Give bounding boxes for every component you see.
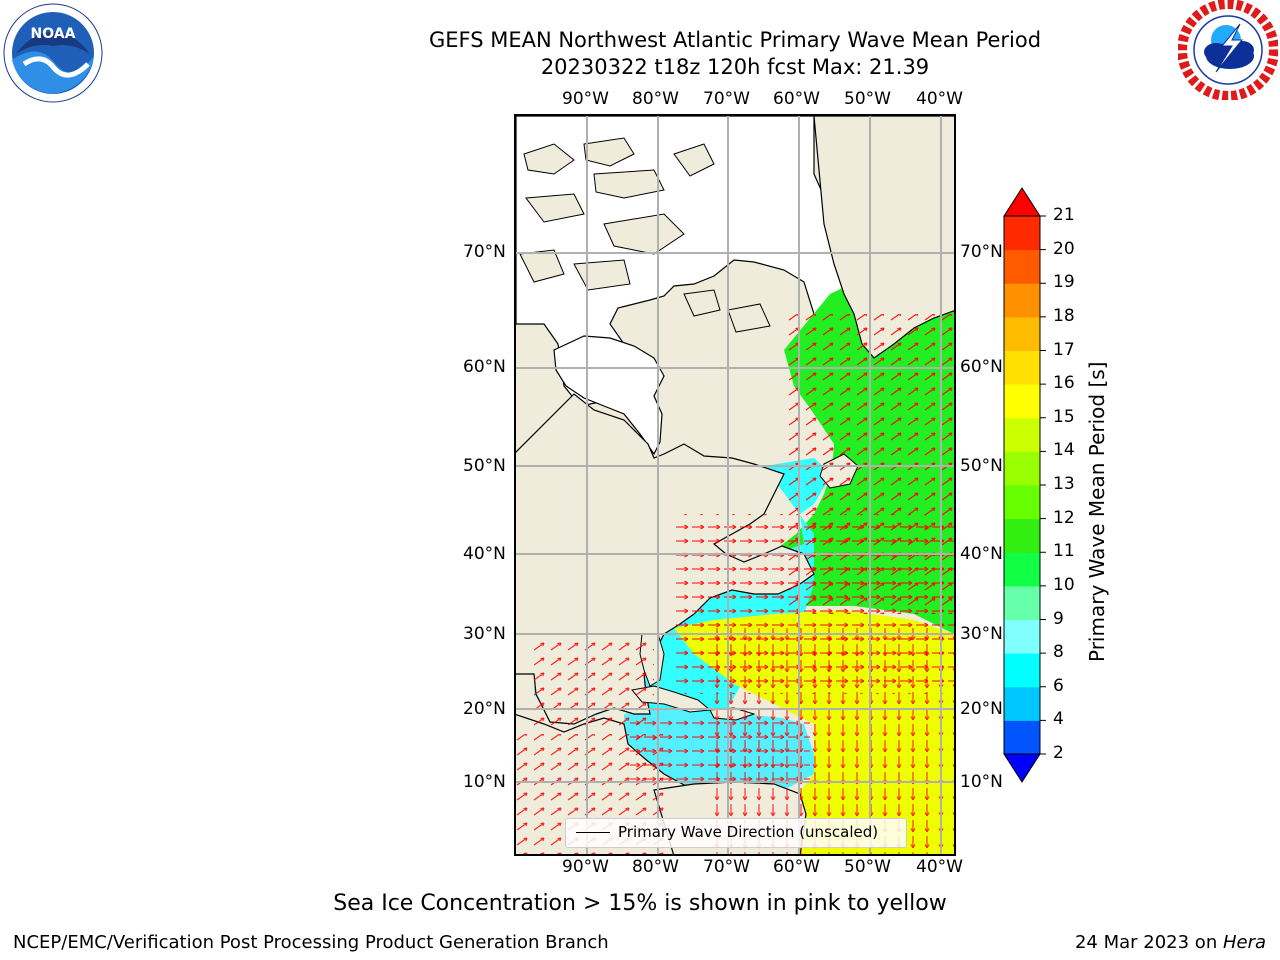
colorbar-under-triangle [1003, 753, 1041, 783]
lat-label-left-50n: 50°N [463, 456, 506, 476]
wave-period-map [514, 114, 956, 856]
lat-label-left-10n: 10°N [463, 772, 506, 792]
footer-date-text: 24 Mar 2023 on [1074, 932, 1223, 953]
colorbar-tick-label: 8 [1053, 642, 1064, 663]
wave-direction-arrows-south [714, 624, 954, 854]
lon-label-top-70w: 70°W [703, 89, 750, 109]
colorbar-segment [1004, 585, 1040, 620]
colorbar-tick-label: 11 [1053, 541, 1075, 562]
colorbar-tick-label: 12 [1053, 507, 1075, 528]
lon-label-bottom-50w: 50°W [844, 857, 891, 877]
lat-label-right-60n: 60°N [960, 357, 1003, 377]
colorbar-tick-label: 10 [1053, 574, 1075, 595]
map-legend: Primary Wave Direction (unscaled) [565, 818, 907, 848]
footer-host: Hera [1222, 932, 1266, 953]
colorbar-segment [1004, 417, 1040, 452]
lon-label-top-40w: 40°W [916, 89, 963, 109]
colorbar-tick-label: 2 [1053, 743, 1064, 763]
colorbar-segment [1004, 485, 1040, 520]
graticule [516, 116, 954, 854]
colorbar-tick-label: 16 [1053, 373, 1075, 394]
lon-label-bottom-90w: 90°W [562, 857, 609, 877]
colorbar-segment [1004, 720, 1040, 755]
colorbar-tick-label: 20 [1053, 238, 1075, 259]
lon-label-bottom-70w: 70°W [703, 857, 750, 877]
colorbar-segment [1004, 653, 1040, 688]
lat-label-right-20n: 20°N [960, 699, 1003, 719]
sea-ice-caption: Sea Ice Concentration > 15% is shown in … [333, 891, 947, 916]
colorbar-segment [1004, 384, 1040, 419]
colorbar-tick-label: 15 [1053, 406, 1075, 427]
noaa-logo: NOAA [3, 3, 103, 103]
colorbar-segment [1004, 216, 1040, 251]
lat-label-left-60n: 60°N [463, 357, 506, 377]
lat-label-right-30n: 30°N [960, 624, 1003, 644]
lon-label-bottom-60w: 60°W [773, 857, 820, 877]
lat-label-left-70n: 70°N [463, 242, 506, 262]
legend-label: Primary Wave Direction (unscaled) [618, 823, 879, 841]
lat-label-left-20n: 20°N [463, 699, 506, 719]
title-line-1: GEFS MEAN Northwest Atlantic Primary Wav… [428, 28, 1042, 52]
colorbar [1003, 187, 1046, 783]
legend-line-swatch [576, 832, 610, 833]
nws-logo [1178, 0, 1278, 100]
map-frame [514, 114, 956, 856]
lon-label-top-80w: 80°W [632, 89, 679, 109]
colorbar-segment [1004, 686, 1040, 721]
colorbar-segment [1004, 619, 1040, 654]
colorbar-segment [1004, 350, 1040, 385]
colorbar-tick-label: 21 [1053, 205, 1075, 225]
title-line-2: 20230322 t18z 120h fcst Max: 21.39 [540, 55, 930, 79]
lon-label-top-50w: 50°W [844, 89, 891, 109]
lat-label-right-50n: 50°N [960, 456, 1003, 476]
colorbar-tick-label: 14 [1053, 440, 1075, 461]
colorbar-label: Primary Wave Mean Period [s] [1085, 361, 1109, 663]
noaa-logo-text: NOAA [31, 26, 76, 42]
colorbar-tick-label: 17 [1053, 339, 1075, 360]
colorbar-segment [1004, 316, 1040, 351]
lon-label-bottom-80w: 80°W [632, 857, 679, 877]
lon-label-top-60w: 60°W [773, 89, 820, 109]
colorbar-tick-label: 4 [1053, 709, 1064, 730]
lon-label-top-90w: 90°W [562, 89, 609, 109]
footer-date: 24 Mar 2023 on Hera [1075, 932, 1266, 953]
colorbar-over-triangle [1003, 187, 1041, 217]
hudson-bay-ice [553, 335, 665, 456]
arctic-islands [519, 137, 771, 333]
colorbar-segment [1004, 518, 1040, 553]
lat-label-left-40n: 40°N [463, 544, 506, 564]
colorbar-segment [1004, 451, 1040, 486]
colorbar-segment [1004, 283, 1040, 318]
lat-label-left-30n: 30°N [463, 624, 506, 644]
colorbar-segment [1004, 552, 1040, 587]
lat-label-right-10n: 10°N [960, 772, 1003, 792]
lon-label-bottom-40w: 40°W [916, 857, 963, 877]
colorbar-tick-label: 13 [1053, 474, 1075, 494]
colorbar-segment [1004, 249, 1040, 284]
colorbar-tick-label: 19 [1053, 272, 1075, 293]
colorbar-tick-label: 18 [1053, 305, 1075, 326]
footer-branch: NCEP/EMC/Verification Post Processing Pr… [13, 932, 609, 953]
lat-label-right-70n: 70°N [960, 242, 1003, 262]
lat-label-right-40n: 40°N [960, 544, 1003, 564]
colorbar-tick-label: 6 [1053, 675, 1064, 696]
wave-direction-arrows-gulf [534, 640, 654, 728]
colorbar-tick-label: 9 [1053, 608, 1064, 629]
